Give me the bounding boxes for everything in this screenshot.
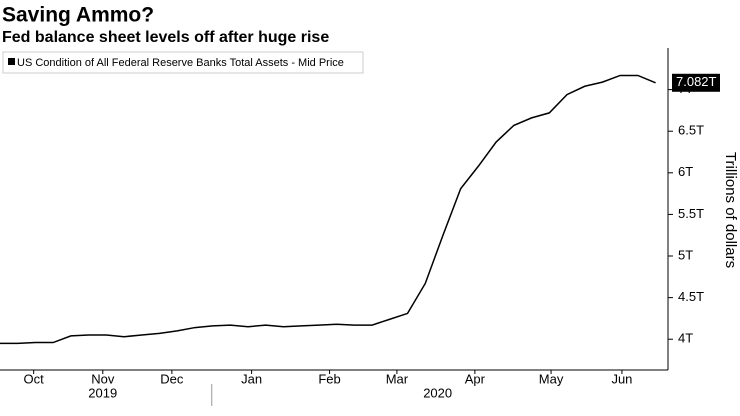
year-label: 2019 xyxy=(88,385,117,400)
y-tick-label: 6T xyxy=(678,164,693,179)
legend-swatch xyxy=(8,58,15,65)
chart-title: Saving Ammo? xyxy=(2,4,154,27)
y-tick-label: 6.5T xyxy=(678,123,704,138)
x-tick-label: Feb xyxy=(318,371,340,386)
x-tick-label: May xyxy=(539,371,564,386)
x-tick-label: Nov xyxy=(91,371,115,386)
x-tick-label: Jun xyxy=(611,371,632,386)
x-tick-label: Mar xyxy=(386,371,409,386)
x-tick-label: Oct xyxy=(24,371,45,386)
legend-label: US Condition of All Federal Reserve Bank… xyxy=(17,57,344,69)
chart-subtitle: Fed balance sheet levels off after huge … xyxy=(2,29,329,46)
y-tick-label: 4T xyxy=(678,331,693,346)
y-tick-label: 5.5T xyxy=(678,206,704,221)
y-axis-label: Trillions of dollars xyxy=(722,152,739,268)
x-tick-label: Dec xyxy=(160,371,184,386)
x-tick-label: Apr xyxy=(465,371,486,386)
last-value-label: 7.082T xyxy=(676,74,717,89)
y-tick-label: 4.5T xyxy=(678,289,704,304)
last-value-box xyxy=(672,73,720,92)
x-tick-label: Jan xyxy=(241,371,262,386)
year-label: 2020 xyxy=(423,385,452,400)
line-series xyxy=(0,74,656,345)
y-tick-label: 5T xyxy=(678,247,693,262)
legend-box xyxy=(2,51,364,74)
